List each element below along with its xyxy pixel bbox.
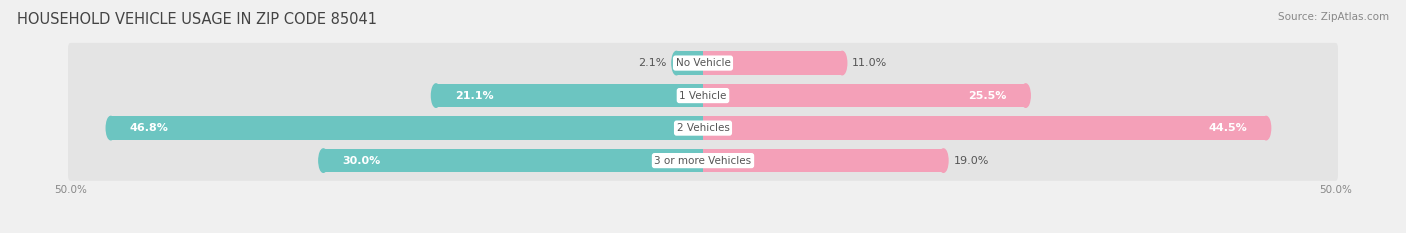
Text: 1 Vehicle: 1 Vehicle xyxy=(679,91,727,101)
Text: 3 or more Vehicles: 3 or more Vehicles xyxy=(654,156,752,166)
Circle shape xyxy=(319,149,328,172)
Text: No Vehicle: No Vehicle xyxy=(675,58,731,68)
Circle shape xyxy=(432,84,440,107)
Text: 21.1%: 21.1% xyxy=(456,91,494,101)
Text: 11.0%: 11.0% xyxy=(852,58,887,68)
Bar xyxy=(703,51,842,75)
Text: 19.0%: 19.0% xyxy=(953,156,988,166)
Text: 30.0%: 30.0% xyxy=(342,156,381,166)
Circle shape xyxy=(107,116,115,140)
Bar xyxy=(703,84,1026,107)
Bar xyxy=(323,149,703,172)
Text: HOUSEHOLD VEHICLE USAGE IN ZIP CODE 85041: HOUSEHOLD VEHICLE USAGE IN ZIP CODE 8504… xyxy=(17,12,377,27)
Text: 2 Vehicles: 2 Vehicles xyxy=(676,123,730,133)
Circle shape xyxy=(1021,84,1031,107)
Bar xyxy=(703,116,1267,140)
Text: 44.5%: 44.5% xyxy=(1208,123,1247,133)
Circle shape xyxy=(1261,116,1271,140)
FancyBboxPatch shape xyxy=(67,140,1339,181)
FancyBboxPatch shape xyxy=(67,108,1339,148)
Circle shape xyxy=(672,51,681,75)
FancyBboxPatch shape xyxy=(67,43,1339,83)
Text: 2.1%: 2.1% xyxy=(638,58,666,68)
Bar xyxy=(436,84,703,107)
Text: 25.5%: 25.5% xyxy=(969,91,1007,101)
Circle shape xyxy=(939,149,948,172)
Legend: Owner-occupied, Renter-occupied: Owner-occupied, Renter-occupied xyxy=(588,230,818,233)
FancyBboxPatch shape xyxy=(67,75,1339,116)
Bar xyxy=(703,149,943,172)
Text: 46.8%: 46.8% xyxy=(129,123,169,133)
Circle shape xyxy=(838,51,846,75)
Text: Source: ZipAtlas.com: Source: ZipAtlas.com xyxy=(1278,12,1389,22)
Bar xyxy=(676,51,703,75)
Bar xyxy=(111,116,703,140)
